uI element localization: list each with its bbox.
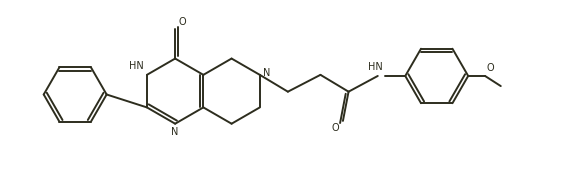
Text: N: N (263, 68, 271, 78)
Text: O: O (332, 123, 340, 133)
Text: HN: HN (368, 62, 383, 72)
Text: HN: HN (130, 61, 144, 71)
Text: N: N (171, 127, 179, 137)
Text: O: O (486, 63, 494, 73)
Text: O: O (178, 17, 186, 27)
